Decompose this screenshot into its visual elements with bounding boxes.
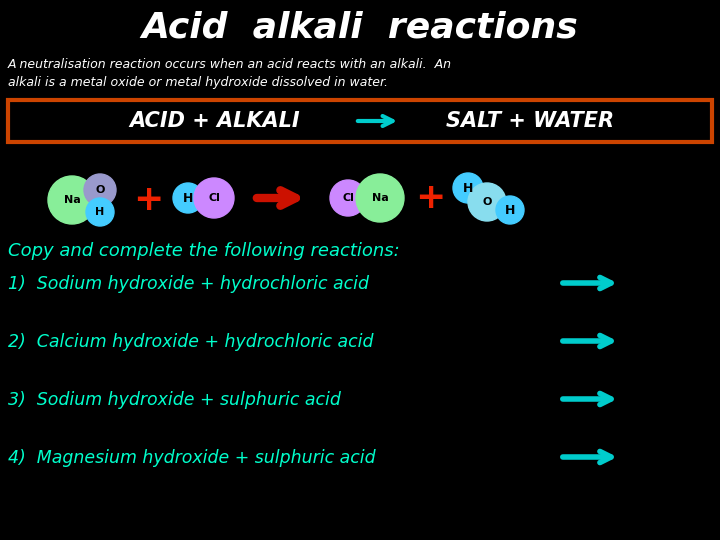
Text: 1)  Sodium hydroxide + hydrochloric acid: 1) Sodium hydroxide + hydrochloric acid <box>8 275 369 293</box>
Text: H: H <box>463 181 473 194</box>
Text: 4)  Magnesium hydroxide + sulphuric acid: 4) Magnesium hydroxide + sulphuric acid <box>8 449 376 467</box>
Text: 2)  Calcium hydroxide + hydrochloric acid: 2) Calcium hydroxide + hydrochloric acid <box>8 333 374 351</box>
Text: +: + <box>132 183 163 217</box>
Circle shape <box>496 196 524 224</box>
Text: Na: Na <box>63 195 81 205</box>
Text: Cl: Cl <box>342 193 354 203</box>
Circle shape <box>173 183 203 213</box>
Text: O: O <box>482 197 492 207</box>
Circle shape <box>194 178 234 218</box>
Text: +: + <box>415 181 445 215</box>
Text: ACID + ALKALI: ACID + ALKALI <box>130 111 300 131</box>
Text: H: H <box>505 204 516 217</box>
Circle shape <box>48 176 96 224</box>
Text: O: O <box>95 185 104 195</box>
Circle shape <box>84 174 116 206</box>
Text: H: H <box>183 192 193 205</box>
Text: A neutralisation reaction occurs when an acid reacts with an alkali.  An: A neutralisation reaction occurs when an… <box>8 58 452 71</box>
Text: Cl: Cl <box>208 193 220 203</box>
Text: H: H <box>95 207 104 217</box>
Text: alkali is a metal oxide or metal hydroxide dissolved in water.: alkali is a metal oxide or metal hydroxi… <box>8 76 388 89</box>
Text: Acid  alkali  reactions: Acid alkali reactions <box>142 11 578 45</box>
Text: Na: Na <box>372 193 388 203</box>
Text: Copy and complete the following reactions:: Copy and complete the following reaction… <box>8 242 400 260</box>
Circle shape <box>86 198 114 226</box>
FancyBboxPatch shape <box>8 100 712 142</box>
Text: SALT + WATER: SALT + WATER <box>446 111 614 131</box>
Text: 3)  Sodium hydroxide + sulphuric acid: 3) Sodium hydroxide + sulphuric acid <box>8 391 341 409</box>
Circle shape <box>330 180 366 216</box>
Circle shape <box>453 173 483 203</box>
Circle shape <box>356 174 404 222</box>
Circle shape <box>468 183 506 221</box>
